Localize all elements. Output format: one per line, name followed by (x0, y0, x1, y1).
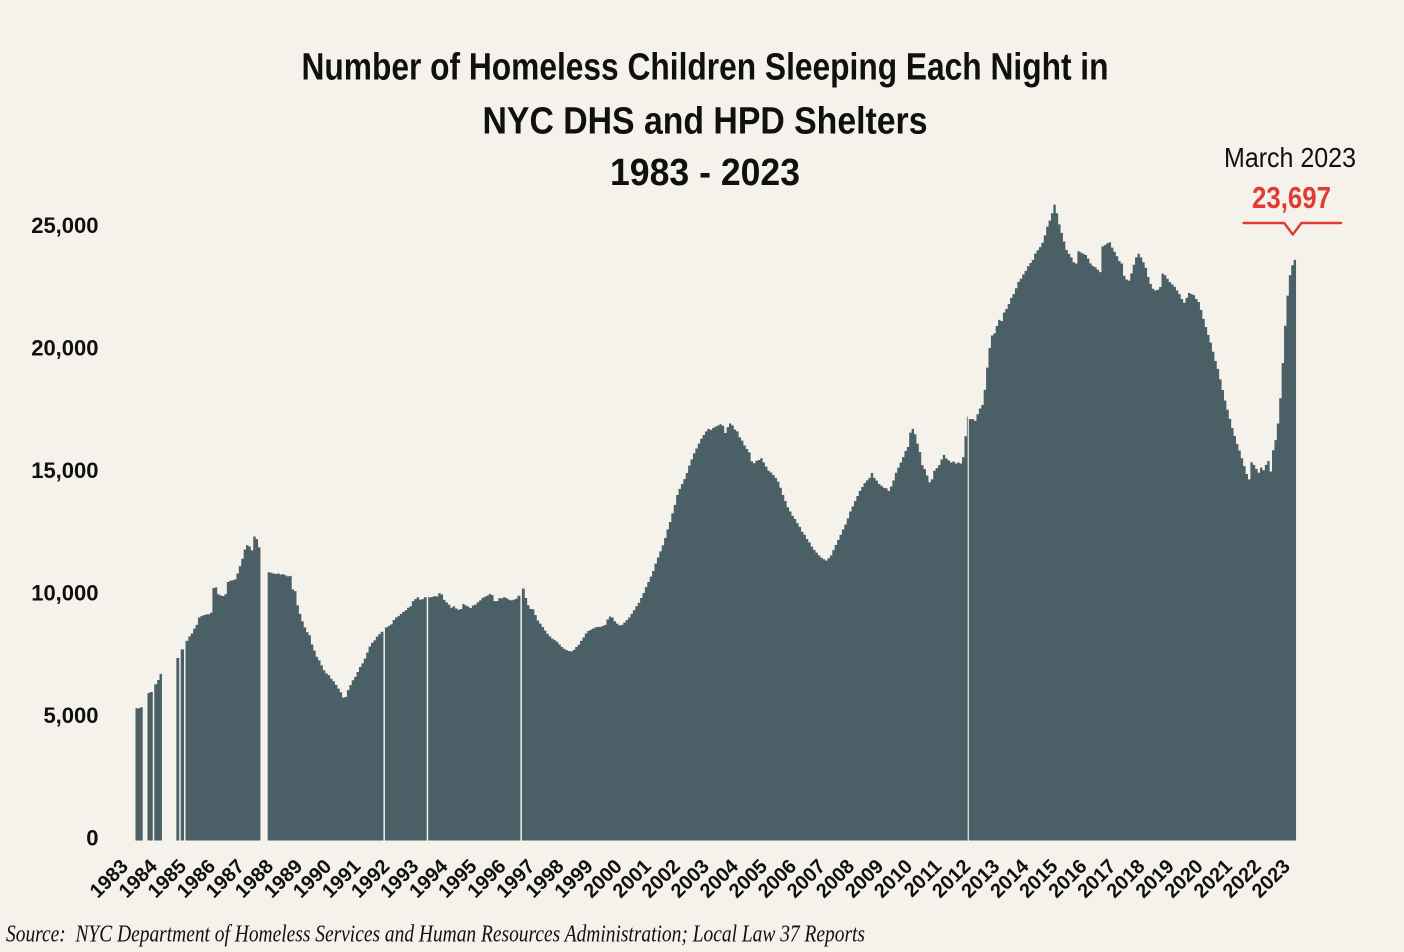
svg-text:Source: NYC Department of Hom: Source: NYC Department of Homeless Servi… (6, 922, 865, 948)
svg-text:10,000: 10,000 (31, 581, 98, 606)
svg-text:20,000: 20,000 (31, 336, 98, 361)
svg-text:23,697: 23,697 (1252, 180, 1331, 215)
svg-text:March 2023: March 2023 (1224, 142, 1356, 173)
svg-text:NYC DHS and HPD Shelters: NYC DHS and HPD Shelters (483, 101, 928, 143)
svg-text:15,000: 15,000 (31, 458, 98, 483)
svg-text:0: 0 (86, 826, 98, 851)
svg-text:Number of Homeless Children Sl: Number of Homeless Children Sleeping Eac… (302, 47, 1109, 89)
svg-text:5,000: 5,000 (43, 703, 98, 728)
svg-text:25,000: 25,000 (31, 213, 98, 238)
svg-text:1983 - 2023: 1983 - 2023 (610, 152, 800, 194)
